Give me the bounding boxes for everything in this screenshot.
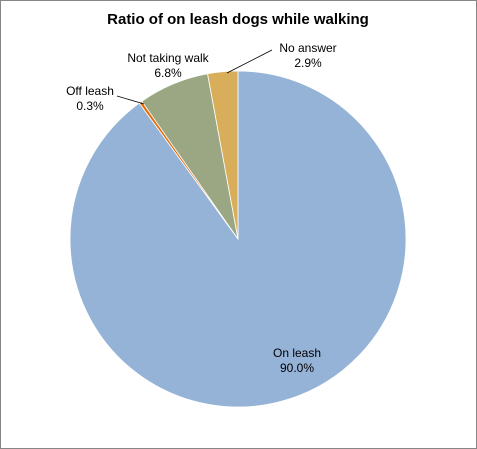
slice-value-off-leash: 0.3% <box>76 99 104 113</box>
slice-label-no-answer: No answer <box>279 41 336 55</box>
leader-line-no-answer <box>226 49 273 74</box>
slice-value-on-leash: 90.0% <box>280 361 314 375</box>
pie-slice-no-answer <box>207 70 239 240</box>
chart-title: Ratio of on leash dogs while walking <box>107 11 369 28</box>
slice-value-not-taking-walk: 6.8% <box>154 66 182 80</box>
slice-value-no-answer: 2.9% <box>294 56 322 70</box>
pie-slices <box>69 70 407 408</box>
slice-label-on-leash: On leash <box>273 346 321 360</box>
slice-label-not-taking-walk: Not taking walk <box>127 51 209 65</box>
slice-label-off-leash: Off leash <box>66 84 114 98</box>
leader-lines <box>116 49 273 105</box>
leader-line-off-leash <box>116 95 145 105</box>
